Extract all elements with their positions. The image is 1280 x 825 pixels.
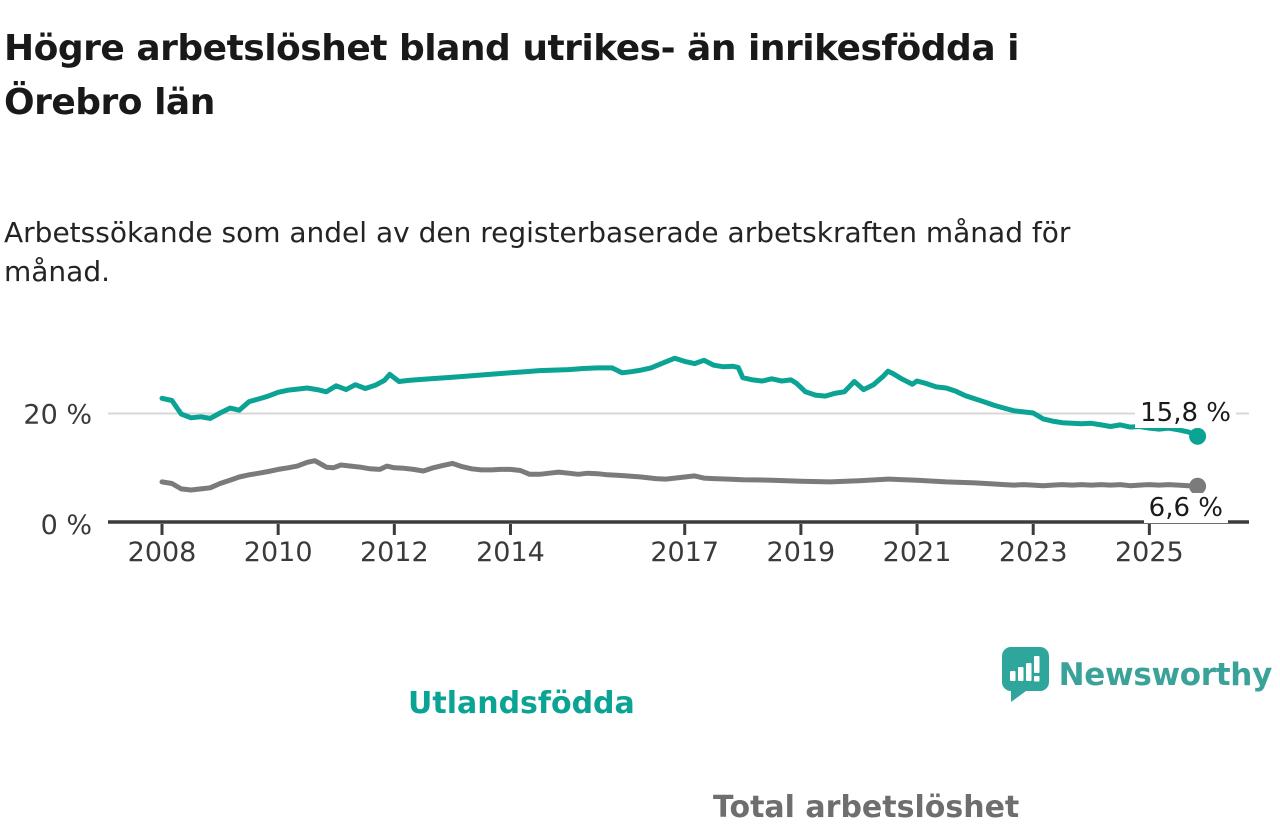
series-line-1 [159,458,1201,493]
x-axis-tick-label-2017: 2017 [650,537,719,568]
series-line-0 [159,355,1201,439]
x-axis-tick-label-2025: 2025 [1115,537,1184,568]
series-label-total-arbetsloshet: Total arbetslöshet [709,791,1024,825]
newsworthy-logo: Newsworthy [1001,647,1273,702]
series-end-dot-0 [1189,427,1207,445]
x-axis-tick-label-2012: 2012 [360,537,429,568]
line-chart: 2008 2010 2012 2014 2017 2019 2021 2023 2025 0 % 2… [0,330,1280,825]
x-axis-tick-label-2021: 2021 [883,537,952,568]
chart-title-line-2: Örebro län [4,82,215,123]
chart-subtitle: Arbetssökande som andel av den registerb… [4,213,1204,291]
end-value-total-arbetsloshet: 6,6 % [1143,493,1228,523]
y-axis-tick-label-20: 20 % [23,400,92,431]
series-label-utlandsfodda: Utlandsfödda [404,687,639,721]
chart-subtitle-line-1: Arbetssökande som andel av den registerb… [4,216,1071,249]
x-axis-tick-label-2010: 2010 [244,537,313,568]
x-axis-tick-label-2014: 2014 [476,537,545,568]
y-axis-tick-label-0: 0 % [41,510,92,541]
line-chart-canvas: 2008 2010 2012 2014 2017 2019 2021 2023 2025 0 % 2… [23,355,1249,568]
newsworthy-wordmark: Newsworthy [1058,656,1273,693]
chart-title: Högre arbetslöshet bland utrikes- än inr… [4,22,1224,130]
chart-title-line-1: Högre arbetslöshet bland utrikes- än inr… [4,28,1019,69]
series-end-dot-1 [1189,477,1207,495]
bar-chart-speech-bubble-icon [1001,647,1049,702]
end-value-utlandsfodda: 15,8 % [1135,398,1236,428]
chart-subtitle-line-2: månad. [4,255,111,288]
x-axis-tick-label-2008: 2008 [128,537,197,568]
x-axis-tick-label-2019: 2019 [767,537,836,568]
page-root: { "title_lines": [ "Högre arbetslöshet b… [0,22,1280,825]
x-axis-tick-label-2023: 2023 [999,537,1068,568]
